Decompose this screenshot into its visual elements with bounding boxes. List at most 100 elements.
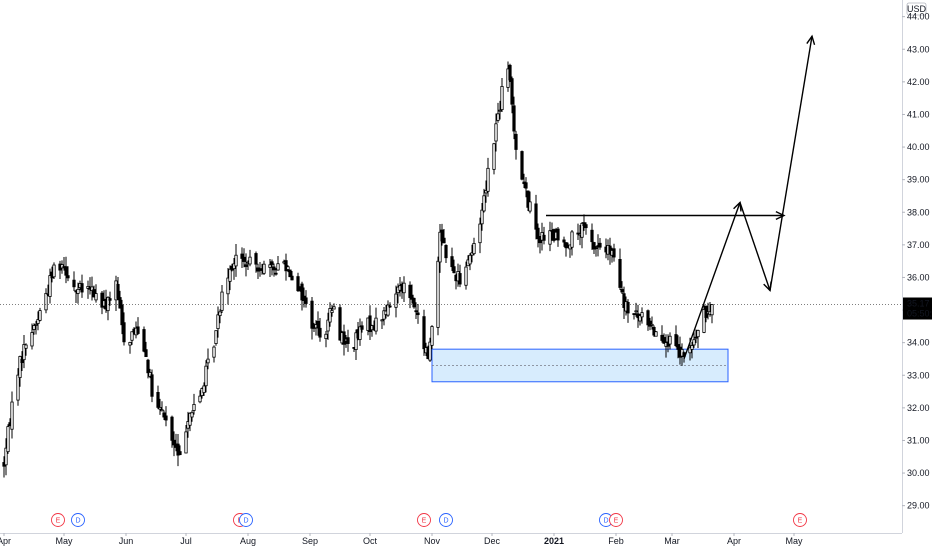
candle-body [562, 239, 566, 243]
currency-label: USD [907, 4, 927, 14]
candle [244, 253, 248, 277]
candle [538, 236, 542, 254]
time-tick-label: Feb [608, 536, 624, 546]
event-marker-E: E [51, 513, 65, 527]
candle-body [646, 310, 650, 326]
candle [498, 100, 502, 120]
countdown-label: 05:50:4 [907, 309, 932, 319]
time-axis[interactable]: Apr May Jun Jul Aug Sep Oct Nov Dec 2021 Feb Mar Apr… [0, 533, 902, 550]
candle-body [500, 86, 504, 111]
candle [108, 291, 112, 306]
candle-body [106, 297, 110, 312]
candle-body [326, 319, 330, 332]
candle [360, 321, 364, 333]
candle [214, 330, 218, 346]
candle-body [24, 344, 28, 349]
candle-body [486, 167, 490, 192]
event-circle [417, 513, 431, 527]
candle-body [580, 222, 584, 238]
candle-body [142, 329, 146, 352]
candle [548, 221, 552, 252]
candle [88, 277, 92, 295]
candle-body [514, 133, 518, 150]
candle-body [170, 416, 174, 441]
candle-body [144, 349, 148, 358]
candle [440, 223, 444, 246]
candle-body [492, 143, 496, 170]
candle [248, 249, 252, 267]
candle [142, 326, 146, 353]
candle [408, 281, 412, 309]
candle [534, 194, 538, 240]
candle-body [386, 304, 390, 316]
candle [58, 260, 62, 279]
candle [164, 406, 168, 427]
candle-body [296, 276, 300, 292]
candle-body [270, 261, 274, 265]
candle [338, 304, 342, 341]
candle-body [34, 323, 38, 326]
candle [562, 236, 566, 247]
event-circle [609, 513, 623, 527]
candle-body [458, 273, 462, 285]
candle [668, 332, 672, 350]
last-price-label: 35.17 [907, 299, 930, 309]
candle [286, 265, 290, 273]
candle-body [632, 313, 636, 315]
candle-body [450, 256, 454, 268]
candle-body [414, 310, 418, 313]
candle-body [626, 301, 630, 314]
candle [296, 272, 300, 292]
candle-body [594, 247, 598, 249]
candle [32, 323, 36, 335]
candle [526, 190, 530, 212]
drawings-layer [546, 34, 816, 360]
candle [120, 299, 124, 335]
candle [22, 334, 26, 369]
candle [290, 270, 294, 281]
path-arrow-segment [683, 202, 741, 360]
event-label: E [614, 518, 619, 525]
candle [128, 341, 132, 354]
event-marker-E: E [793, 513, 807, 527]
candle [438, 224, 442, 273]
price-tick-label: 33.00 [907, 370, 930, 380]
candle-body [160, 409, 164, 412]
candle-body [608, 245, 612, 254]
candle-body [6, 426, 10, 453]
candle [436, 256, 440, 336]
candle [262, 260, 266, 275]
candle-body [244, 264, 248, 267]
candle [36, 311, 40, 331]
candle-body [184, 431, 188, 454]
candle-body [76, 288, 80, 294]
candle-body [300, 283, 304, 301]
candle-body [472, 243, 476, 255]
candle-body [108, 298, 112, 301]
event-label: E [798, 518, 803, 525]
candle-body [368, 315, 372, 333]
candle [486, 157, 490, 197]
candle [690, 341, 694, 359]
candle-body [512, 105, 516, 132]
candle [44, 288, 48, 314]
candle-body [206, 358, 210, 364]
candle-body [146, 359, 150, 374]
candle [598, 238, 602, 250]
candle-body [228, 268, 232, 282]
candle [304, 290, 308, 308]
candle [626, 299, 630, 323]
candle-body [394, 293, 398, 308]
candle [368, 305, 372, 340]
candle-body [556, 228, 560, 241]
candle [592, 241, 596, 255]
candle [176, 434, 180, 467]
candle-body [172, 439, 176, 446]
event-circle [239, 513, 253, 527]
price-axis[interactable]: USD29.0030.0031.0032.0033.0034.0035.0036… [902, 0, 932, 550]
candle [100, 291, 104, 315]
candle [202, 382, 206, 397]
candle [634, 302, 638, 317]
price-tick-label: 41.00 [907, 109, 930, 119]
